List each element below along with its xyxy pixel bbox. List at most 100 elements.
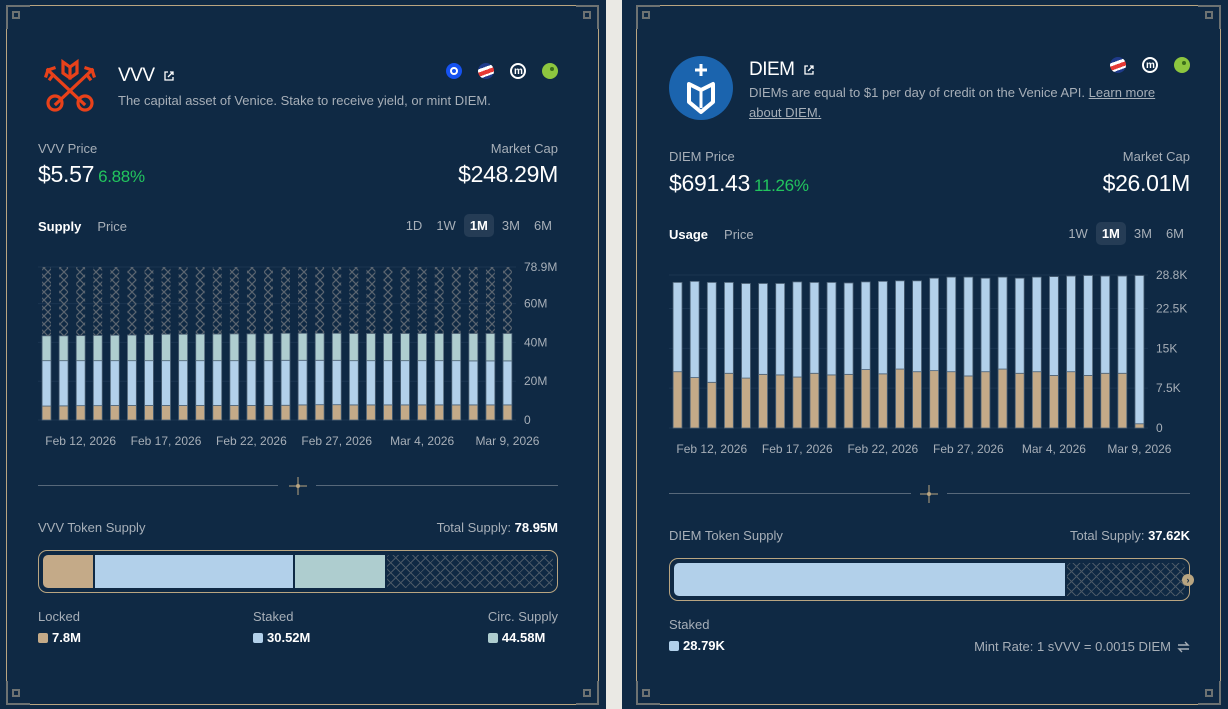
bar-segment-unissued[interactable] [161, 267, 171, 335]
bar-segment-used[interactable] [1117, 372, 1128, 429]
bar-segment-locked[interactable] [263, 405, 274, 421]
bar-segment-unissued[interactable] [246, 267, 256, 334]
bar-segment-locked[interactable] [144, 405, 154, 421]
bar-segment-circulating[interactable] [417, 333, 427, 362]
bar-segment-unissued[interactable] [485, 267, 495, 334]
bar-segment-circulating[interactable] [297, 332, 308, 361]
bar-segment-used[interactable] [706, 381, 717, 429]
bar-segment-circulating[interactable] [348, 333, 359, 362]
bar-segment-locked[interactable] [383, 404, 393, 421]
bar-segment-staked[interactable] [109, 360, 120, 406]
bar-segment-staked[interactable] [331, 359, 342, 406]
bar-segment-staked[interactable] [127, 360, 137, 406]
bar-segment-unused[interactable] [843, 282, 854, 375]
bar-segment-used[interactable] [946, 371, 957, 429]
bar-segment-locked[interactable] [502, 404, 513, 421]
exchange-icon[interactable] [1110, 57, 1126, 73]
bar-segment-unissued[interactable] [417, 267, 427, 334]
bar-segment-staked[interactable] [434, 360, 445, 406]
bar-segment-unissued[interactable] [59, 267, 69, 336]
bar-segment-staked[interactable] [144, 360, 154, 406]
bar-segment-used[interactable] [912, 371, 922, 429]
bar-segment-unissued[interactable] [383, 267, 393, 334]
bar-segment-locked[interactable] [41, 405, 52, 421]
bar-segment-locked[interactable] [109, 405, 120, 421]
bar-segment-unused[interactable] [758, 283, 768, 375]
coinbase-icon[interactable] [446, 63, 462, 79]
range-3m[interactable]: 3M [501, 218, 520, 233]
bar-segment-staked[interactable] [366, 360, 376, 406]
bar-segment-used[interactable] [809, 372, 820, 429]
bar-segment-locked[interactable] [127, 405, 137, 421]
bar-segment-used[interactable] [1100, 372, 1111, 429]
bar-segment-circulating[interactable] [127, 334, 137, 362]
bar-segment-locked[interactable] [451, 404, 462, 421]
bar-segment-unused[interactable] [860, 281, 871, 370]
exchange-icon[interactable] [478, 63, 494, 79]
bar-segment-unissued[interactable] [264, 267, 273, 334]
bar-segment-locked[interactable] [314, 404, 325, 421]
bar-segment-unissued[interactable] [349, 267, 359, 334]
bar-segment-staked[interactable] [297, 359, 308, 406]
bar-segment-used[interactable] [724, 372, 734, 429]
bar-segment-unused[interactable] [912, 280, 922, 373]
bar-segment-unused[interactable] [1066, 275, 1076, 373]
range-1m[interactable]: 1M [463, 214, 494, 237]
bar-segment-circulating[interactable] [229, 333, 240, 362]
bar-segment-unused[interactable] [1031, 276, 1042, 373]
chevron-right-icon[interactable]: › [1182, 574, 1194, 586]
bar-segment-used[interactable] [980, 371, 991, 429]
bar-segment-unissued[interactable] [366, 267, 376, 334]
coinmarketcap-icon[interactable]: m [1142, 57, 1158, 73]
bar-segment-used[interactable] [689, 377, 700, 429]
bar-segment-unused[interactable] [741, 283, 751, 379]
bar-segment-staked[interactable] [75, 360, 86, 407]
bar-segment-locked[interactable] [468, 404, 479, 421]
bar-segment-used[interactable] [792, 376, 803, 429]
bar-segment-unused[interactable] [946, 276, 957, 373]
bar-segment-locked[interactable] [246, 405, 257, 421]
bar-segment-unused[interactable] [1134, 275, 1145, 425]
bar-segment-unused[interactable] [775, 283, 786, 376]
bar-segment-staked[interactable] [246, 360, 257, 406]
bar-segment-staked[interactable] [348, 360, 359, 406]
bar-segment-unused[interactable] [809, 282, 820, 374]
bar-segment-locked[interactable] [400, 404, 410, 421]
bar-segment-used[interactable] [1083, 375, 1093, 429]
bar-segment-unused[interactable] [706, 282, 717, 383]
swap-icon[interactable] [1177, 641, 1190, 653]
bar-segment-circulating[interactable] [144, 334, 154, 362]
bar-segment-locked[interactable] [366, 404, 376, 421]
bar-segment-unused[interactable] [689, 280, 700, 378]
bar-segment-unissued[interactable] [400, 267, 410, 334]
bar-segment-locked[interactable] [485, 404, 496, 421]
external-link-icon[interactable] [163, 70, 175, 82]
bar-segment-unissued[interactable] [212, 267, 222, 335]
range-6m[interactable]: 6M [1165, 226, 1184, 241]
bar-segment-circulating[interactable] [485, 333, 496, 362]
bar-segment-used[interactable] [877, 373, 888, 429]
range-6m[interactable]: 6M [533, 218, 552, 233]
bar-segment-staked[interactable] [417, 360, 427, 406]
bar-segment-staked[interactable] [58, 360, 69, 407]
bar-segment-unissued[interactable] [451, 267, 461, 334]
bar-segment-staked[interactable] [178, 360, 188, 406]
bar-segment-unissued[interactable] [468, 267, 478, 334]
bar-segment-unissued[interactable] [298, 267, 308, 334]
bar-segment-unissued[interactable] [76, 267, 86, 336]
bar-segment-circulating[interactable] [263, 333, 274, 362]
bar-segment-locked[interactable] [297, 404, 308, 421]
bar-segment-staked[interactable] [161, 360, 171, 406]
bar-segment-used[interactable] [775, 374, 786, 429]
bar-segment-staked[interactable] [92, 360, 103, 407]
bar-segment-locked[interactable] [229, 405, 240, 421]
bar-segment-staked[interactable] [195, 360, 206, 406]
bar-segment-circulating[interactable] [280, 332, 291, 361]
bar-segment-staked[interactable] [451, 360, 462, 406]
bar-segment-unused[interactable] [963, 276, 974, 377]
bar-segment-unissued[interactable] [434, 267, 444, 334]
bar-segment-unused[interactable] [895, 280, 905, 370]
bar-segment-unissued[interactable] [144, 267, 154, 335]
bar-segment-unused[interactable] [1049, 276, 1059, 376]
bar-segment-unused[interactable] [997, 276, 1008, 370]
